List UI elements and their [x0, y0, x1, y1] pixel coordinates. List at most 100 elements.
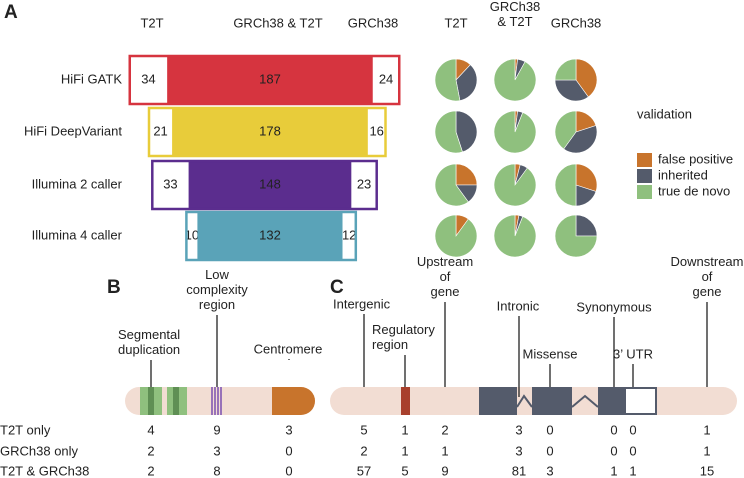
legend-swatch — [637, 153, 652, 167]
feature-label: Segmental duplication — [118, 327, 180, 357]
pie-wedge — [455, 64, 478, 101]
count: 0 — [546, 443, 553, 458]
bar-segment — [197, 212, 343, 260]
feature-label: Intronic — [497, 298, 540, 313]
pie-wedge — [455, 163, 478, 186]
panel-letter: A — [4, 2, 18, 23]
legend-swatch — [637, 185, 652, 199]
pie-wedge — [554, 58, 577, 81]
count: 0 — [546, 422, 553, 437]
feature-label: Low complexity region — [186, 267, 248, 312]
count: 1 — [629, 463, 636, 478]
bar-segment — [152, 161, 189, 209]
pie-wedge — [554, 110, 577, 150]
row-label: HiFi DeepVariant — [24, 123, 122, 138]
row-label: GRCh38 only — [0, 443, 79, 458]
bar-segment — [351, 161, 377, 209]
value-label: 178 — [259, 123, 281, 138]
value-label: 148 — [259, 176, 281, 191]
count: 15 — [700, 463, 714, 478]
count: 0 — [285, 463, 292, 478]
bar-segment — [372, 56, 400, 104]
count: 1 — [610, 463, 617, 478]
feature-label: Synonymous — [576, 299, 652, 314]
count: 4 — [147, 422, 154, 437]
value-label: 10 — [185, 227, 199, 242]
count: 0 — [610, 443, 617, 458]
bar-outline — [151, 159, 378, 211]
pie-wedge — [434, 163, 469, 207]
value-label: 33 — [163, 176, 177, 191]
feature-label: Upstream of gene — [417, 254, 473, 299]
pie-wedge — [563, 125, 598, 154]
pie-wedge — [455, 110, 478, 153]
count: 3 — [213, 443, 220, 458]
count: 1 — [401, 443, 408, 458]
row-label: HiFi GATK — [61, 71, 122, 86]
pie-wedge — [554, 163, 577, 207]
chromosome — [125, 387, 315, 415]
count: 2 — [360, 443, 367, 458]
pie-wedge — [434, 214, 478, 258]
value-label: 23 — [357, 176, 371, 191]
bar-outline — [147, 106, 387, 158]
bar-segment — [172, 108, 368, 156]
count: 57 — [357, 463, 371, 478]
value-label: 16 — [369, 123, 383, 138]
bar-segment — [186, 212, 198, 260]
bar-segment — [167, 56, 373, 104]
column-header: GRCh38 — [348, 15, 399, 30]
count: 0 — [629, 443, 636, 458]
value-label: 34 — [141, 71, 155, 86]
pie-wedge — [493, 163, 537, 207]
row-label: Illumina 4 caller — [32, 227, 123, 242]
panel-letter: C — [330, 277, 344, 298]
count: 1 — [401, 422, 408, 437]
feature-label: Regulatory region — [372, 322, 435, 352]
pie-wedge — [434, 58, 461, 102]
bar-segment — [367, 108, 386, 156]
count: 81 — [512, 463, 526, 478]
count: 3 — [515, 443, 522, 458]
feature-label: Intergenic — [333, 296, 391, 311]
column-header: GRCh38 — [551, 15, 602, 30]
bar-outline — [128, 54, 401, 106]
pie-wedge — [493, 214, 537, 258]
count: 3 — [285, 422, 292, 437]
count: 1 — [703, 443, 710, 458]
count: 0 — [610, 422, 617, 437]
bar-segment — [188, 161, 352, 209]
bar-outline — [185, 210, 358, 262]
panel-letter: B — [107, 277, 121, 298]
feature-label: Missense — [523, 346, 578, 361]
count: 0 — [285, 443, 292, 458]
count: 9 — [213, 422, 220, 437]
feature-label: Centromere — [254, 341, 323, 356]
legend-label: inherited — [658, 167, 708, 182]
pie-wedge — [575, 163, 598, 192]
bar-segment — [149, 108, 173, 156]
pie-wedge — [493, 58, 537, 102]
value-label: 12 — [342, 227, 356, 242]
count: 2 — [441, 422, 448, 437]
count: 9 — [441, 463, 448, 478]
column-header: T2T — [140, 15, 163, 30]
value-label: 21 — [153, 123, 167, 138]
count: 2 — [147, 443, 154, 458]
pie-wedge — [554, 214, 598, 258]
legend-label: false positive — [658, 151, 733, 166]
value-label: 132 — [259, 227, 281, 242]
legend-label: true de novo — [658, 183, 730, 198]
count: 2 — [147, 463, 154, 478]
feature-label: 3’ UTR — [613, 346, 653, 361]
pie-wedge — [554, 79, 589, 102]
legend-swatch — [637, 169, 652, 183]
row-label: T2T only — [0, 422, 51, 437]
pie-wedge — [434, 110, 463, 154]
count: 0 — [629, 422, 636, 437]
column-header: T2T — [444, 15, 467, 30]
count: 5 — [401, 463, 408, 478]
pie-wedge — [575, 58, 598, 98]
